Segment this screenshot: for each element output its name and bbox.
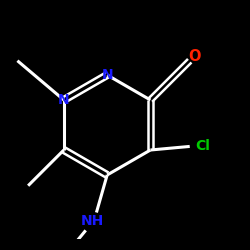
Text: NH: NH bbox=[81, 214, 104, 228]
Text: O: O bbox=[188, 49, 200, 64]
Text: N: N bbox=[58, 93, 70, 107]
Text: N: N bbox=[101, 68, 113, 82]
Text: Cl: Cl bbox=[195, 140, 210, 153]
